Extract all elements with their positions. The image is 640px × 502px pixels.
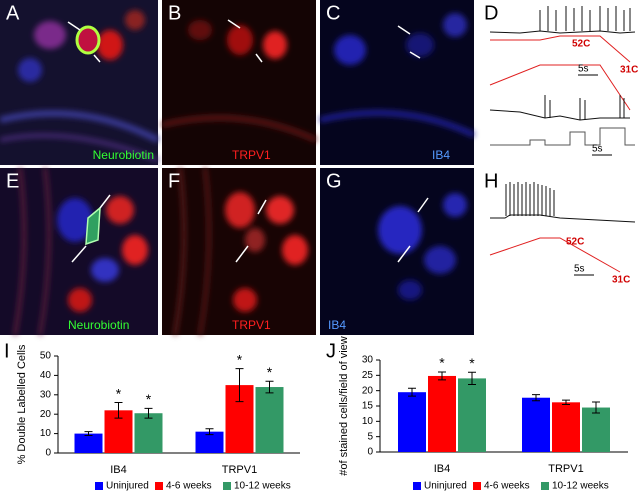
significance-label: * — [146, 391, 152, 407]
y-tick-label: 50 — [40, 351, 52, 362]
y-tick-label: 20 — [362, 385, 374, 396]
y-tick-label: 25 — [362, 370, 374, 381]
panel-h: H 52C 31C 5s — [484, 170, 636, 286]
scale-label: 5s — [574, 264, 585, 275]
temp-label: 52C — [572, 39, 590, 50]
panel-letter: J — [326, 340, 336, 362]
panel-letter: A — [6, 2, 20, 24]
legend-label: 10-12 weeks — [552, 481, 609, 492]
x-tick-label: TRPV1 — [548, 463, 583, 475]
significance-label: * — [439, 355, 445, 371]
panel-e: E Neurobiotin — [0, 167, 158, 336]
error-bar — [562, 399, 570, 405]
bar — [458, 378, 486, 452]
error-bar — [592, 401, 600, 414]
error-bar — [408, 387, 416, 397]
error-bar — [438, 371, 446, 381]
y-tick-label: 20 — [40, 409, 52, 420]
panel-letter: F — [168, 170, 180, 192]
legend-swatch — [95, 482, 103, 490]
significance-label: * — [116, 385, 122, 401]
y-tick-label: 30 — [362, 355, 374, 366]
y-tick-label: 15 — [362, 401, 374, 412]
temp-label: 31C — [612, 275, 630, 286]
panel-label: IB4 — [328, 318, 346, 332]
bar — [398, 392, 426, 452]
y-tick-label: 0 — [45, 448, 51, 459]
bar — [255, 387, 284, 453]
error-bar — [265, 380, 274, 394]
panel-label: Neurobiotin — [68, 318, 129, 332]
x-tick-label: IB4 — [434, 463, 451, 475]
y-tick-label: 30 — [40, 389, 52, 400]
scale-label: 5s — [578, 64, 589, 75]
panel-letter: C — [326, 2, 340, 24]
panel-letter: G — [326, 170, 342, 192]
legend-swatch — [223, 482, 231, 490]
panel-label: TRPV1 — [232, 148, 271, 162]
panel-letter: I — [4, 340, 10, 362]
error-bar — [205, 428, 214, 436]
significance-label: * — [267, 364, 273, 380]
y-axis-label: % Double Labelled Cells — [16, 344, 28, 464]
bar — [552, 402, 580, 452]
y-tick-label: 10 — [362, 416, 374, 427]
legend-label: Uninjured — [106, 481, 149, 492]
panel-letter: E — [6, 170, 19, 192]
error-bar — [532, 394, 540, 402]
panel-g: G IB4 — [320, 168, 474, 335]
scale-label: 5s — [592, 144, 603, 155]
bar — [582, 407, 610, 452]
y-tick-label: 10 — [40, 428, 52, 439]
legend-label: 4-6 weeks — [484, 481, 530, 492]
panel-label: IB4 — [432, 148, 450, 162]
error-bar — [235, 368, 244, 403]
panel-c: C IB4 — [319, 0, 476, 165]
legend-label: Uninjured — [424, 481, 467, 492]
bar — [134, 413, 163, 453]
bar — [428, 375, 456, 452]
error-bar — [468, 371, 476, 386]
y-tick-label: 40 — [40, 370, 52, 381]
temp-label: 52C — [566, 237, 584, 248]
panel-letter: D — [484, 2, 498, 24]
legend-swatch — [413, 482, 421, 490]
error-bar — [144, 407, 153, 419]
legend-swatch — [473, 482, 481, 490]
x-tick-label: TRPV1 — [222, 464, 257, 476]
bar — [195, 431, 224, 453]
error-bar — [114, 402, 123, 419]
panel-letter: B — [168, 2, 181, 24]
x-tick-label: IB4 — [110, 464, 127, 476]
panel-letter: H — [484, 170, 498, 192]
bar — [522, 397, 550, 452]
bar — [74, 433, 103, 453]
significance-label: * — [469, 355, 475, 371]
error-bar — [84, 431, 93, 437]
legend-swatch — [541, 482, 549, 490]
panel-a: A Neurobiotin — [0, 0, 160, 165]
y-tick-label: 0 — [367, 447, 373, 458]
legend-label: 10-12 weeks — [234, 481, 291, 492]
panel-b: B TRPV1 — [161, 0, 318, 165]
panel-label: TRPV1 — [232, 318, 271, 332]
temp-label: 31C — [620, 65, 638, 76]
panel-label: Neurobiotin — [93, 148, 154, 162]
legend-swatch — [155, 482, 163, 490]
y-axis-label: #of stained cells/field of view — [338, 336, 350, 475]
legend-label: 4-6 weeks — [166, 481, 212, 492]
y-tick-label: 5 — [367, 431, 373, 442]
panel-f: F TRPV1 — [162, 167, 316, 336]
significance-label: * — [237, 351, 243, 367]
panel-d: D 52C 31C 5s 5s — [484, 2, 638, 156]
